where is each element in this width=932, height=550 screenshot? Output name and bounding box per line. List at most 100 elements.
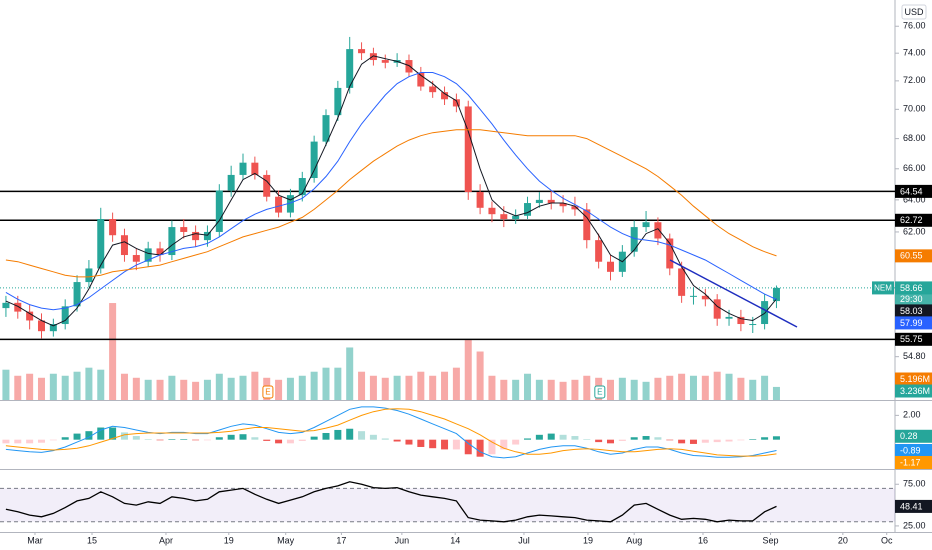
macd-histogram-bar xyxy=(571,436,579,440)
trend-line xyxy=(669,259,798,328)
macd-histogram-bar xyxy=(310,436,318,440)
macd-histogram-bar xyxy=(500,439,508,450)
candle-body xyxy=(417,72,425,87)
candle-body xyxy=(737,316,745,325)
volume-bar xyxy=(761,375,769,400)
macd-histogram-bar xyxy=(429,439,437,449)
volume-bar xyxy=(725,373,733,400)
x-tick-label: Apr xyxy=(159,535,173,545)
macd-histogram-bar xyxy=(618,439,626,441)
price-badge-label: 64.54 xyxy=(900,186,923,196)
macd-histogram-bar xyxy=(713,439,721,443)
macd-histogram-bar xyxy=(393,439,401,442)
volume-bar xyxy=(310,371,318,400)
volume-bar xyxy=(369,375,377,400)
candle-body xyxy=(500,214,508,220)
rsi-y-tick-label: 75.00 xyxy=(903,479,926,489)
volume-ma-badge-label: 5.196M xyxy=(900,374,930,384)
candle-body xyxy=(381,60,389,63)
price-badge xyxy=(895,184,932,198)
price-badge xyxy=(895,304,932,318)
candle-body xyxy=(571,206,579,210)
candle-body xyxy=(476,192,484,208)
volume-bar xyxy=(642,381,650,400)
x-tick-label: May xyxy=(277,535,295,545)
macd-histogram-bar xyxy=(405,439,413,445)
candle-body xyxy=(452,99,460,107)
macd-histogram-bar xyxy=(381,438,389,440)
volume-bar xyxy=(37,377,45,400)
macd-histogram-bar xyxy=(524,438,532,440)
x-tick-label: 16 xyxy=(698,535,708,545)
candle-body xyxy=(180,227,188,232)
candle-body xyxy=(85,268,93,283)
macd-histogram-bar xyxy=(488,439,496,455)
candle-body xyxy=(441,92,449,100)
macd-histogram-bar xyxy=(666,439,674,441)
macd-histogram-bar xyxy=(298,439,306,441)
macd-histogram-bar xyxy=(215,437,223,440)
volume-bar xyxy=(109,303,117,400)
candle-body xyxy=(203,231,211,241)
candle-body xyxy=(61,306,69,325)
macd-histogram-bar xyxy=(14,439,22,444)
candle-body xyxy=(239,162,247,175)
symbol-tag xyxy=(872,281,894,295)
macd-histogram-bar xyxy=(737,439,745,441)
candle-body xyxy=(725,316,733,319)
macd-histogram-bar xyxy=(417,439,425,447)
y-tick-label: 66.00 xyxy=(903,163,926,173)
candle-body xyxy=(369,53,377,61)
macd-badge xyxy=(895,455,932,469)
macd-histogram-bar xyxy=(334,429,342,440)
macd-histogram-bar xyxy=(192,439,200,441)
candle-body xyxy=(772,287,780,302)
candle-body xyxy=(120,235,128,256)
candle-body xyxy=(547,199,555,204)
price-badge xyxy=(895,332,932,346)
volume-bar xyxy=(275,379,283,400)
candle-body xyxy=(168,227,176,256)
candle-body xyxy=(666,238,674,269)
volume-bar xyxy=(666,375,674,400)
rsi-y-tick-label: 25.00 xyxy=(903,520,926,530)
volume-bar xyxy=(405,375,413,400)
volume-bar xyxy=(535,379,543,400)
macd-histogram-bar xyxy=(346,428,354,440)
countdown-box xyxy=(895,292,932,305)
price-badge-label: 58.03 xyxy=(900,306,923,316)
macd-histogram-bar xyxy=(725,439,733,442)
volume-badge xyxy=(895,384,932,398)
volume-bar xyxy=(571,379,579,400)
macd-histogram-bar xyxy=(49,439,57,441)
price-badge-label: 57.99 xyxy=(900,318,923,328)
macd-histogram-bar xyxy=(203,439,211,441)
candle-body xyxy=(73,282,81,307)
x-tick-label: 19 xyxy=(583,535,593,545)
price-badge xyxy=(895,213,932,227)
macd-histogram-bar xyxy=(61,437,69,440)
volume-bar xyxy=(452,367,460,400)
rsi-line xyxy=(5,481,777,523)
volume-bar xyxy=(654,377,662,400)
macd-histogram-bar xyxy=(689,439,697,444)
currency-box[interactable] xyxy=(901,4,927,20)
macd-histogram-bar xyxy=(109,427,117,440)
currency-label: USD xyxy=(904,7,924,17)
volume-bar xyxy=(606,379,614,400)
macd-badge-label: 0.28 xyxy=(900,431,918,441)
candle-body xyxy=(701,295,709,300)
macd-histogram-bar xyxy=(452,439,460,450)
candle-body xyxy=(251,162,259,175)
volume-bar xyxy=(381,377,389,400)
candle-body xyxy=(215,190,223,232)
volume-bar xyxy=(85,367,93,400)
candle-body xyxy=(405,60,413,73)
volume-bar xyxy=(192,381,200,400)
candle-body xyxy=(334,87,342,116)
macd-histogram-bar xyxy=(701,439,709,443)
candle-body xyxy=(97,219,105,269)
price-badge xyxy=(895,249,932,263)
